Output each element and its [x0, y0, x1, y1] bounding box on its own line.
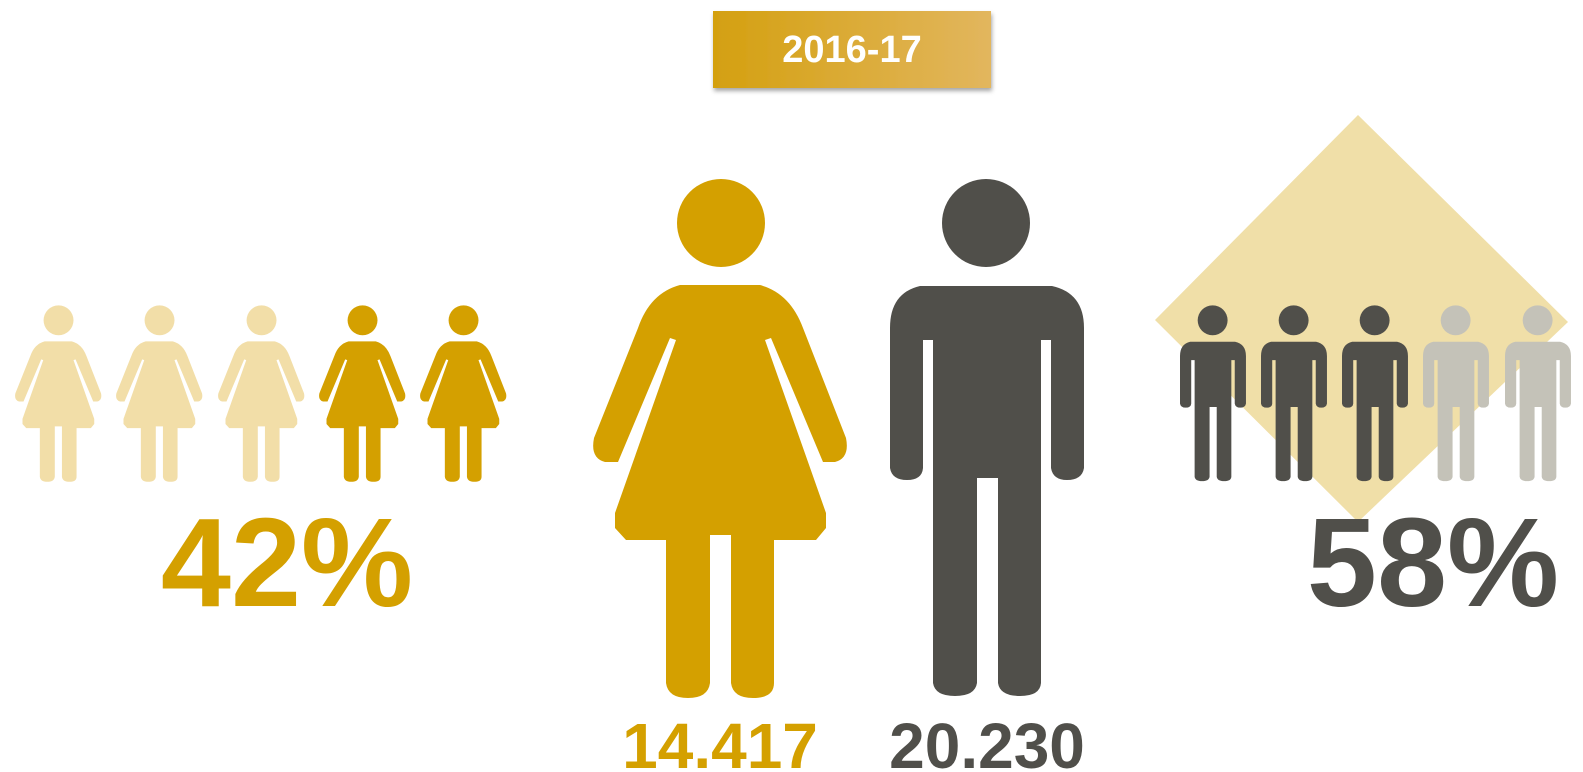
- women-share: 42%: [161, 492, 413, 633]
- woman-icon: [116, 305, 203, 482]
- year-label: 2016-17: [782, 29, 921, 71]
- woman-icon: [15, 305, 102, 482]
- men-share: 58%: [1307, 492, 1559, 633]
- woman-icon: [218, 305, 305, 482]
- man-large-icon: [890, 179, 1084, 696]
- women-small-icons: [15, 305, 507, 482]
- woman-icon: [420, 305, 507, 482]
- woman-icon: [319, 305, 406, 482]
- women-count: 14.417: [622, 710, 818, 772]
- men-count: 20.230: [889, 710, 1085, 772]
- year-badge: [713, 11, 991, 88]
- woman-large-icon: [593, 179, 847, 698]
